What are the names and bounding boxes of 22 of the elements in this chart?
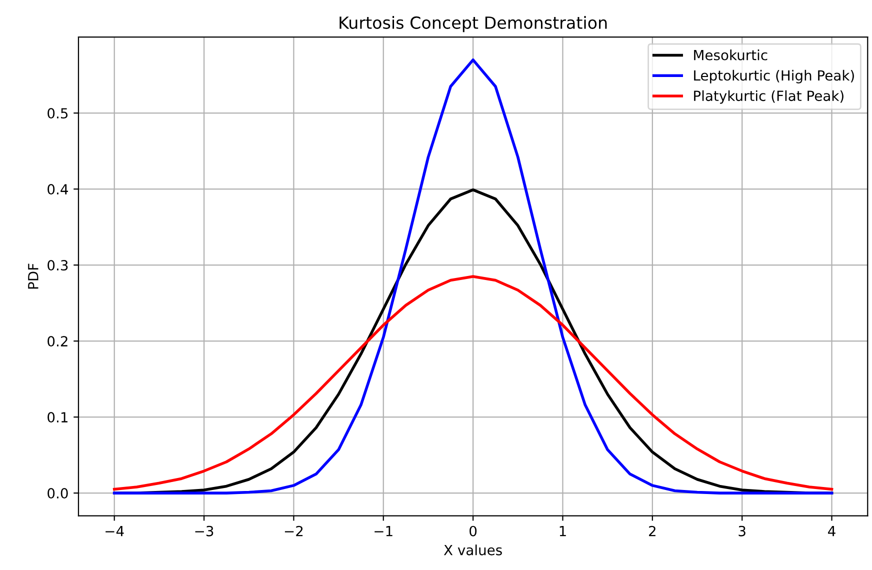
- legend-label: Platykurtic (Flat Peak): [694, 90, 844, 104]
- y-tick-label: 0.4: [48, 184, 68, 195]
- x-tick-label: −4: [106, 526, 124, 536]
- legend-label: Mesokurtic: [694, 50, 768, 60]
- x-tick-label: 1: [560, 526, 566, 536]
- y-tick-label: 0.2: [48, 336, 68, 347]
- x-tick-label: 0: [470, 526, 477, 536]
- x-tick-label: 2: [649, 526, 656, 536]
- y-tick-label: 0.3: [48, 260, 68, 271]
- x-tick-label: −2: [284, 526, 303, 536]
- legend-label: Leptokurtic (High Peak): [694, 70, 854, 84]
- x-tick-label: −3: [195, 526, 214, 536]
- chart-title: Kurtosis Concept Demonstration: [340, 16, 607, 32]
- y-tick-label: 0.1: [48, 412, 68, 423]
- x-tick-label: −1: [374, 526, 392, 536]
- x-tick-label: 4: [828, 526, 836, 536]
- y-tick-label: 0.5: [48, 108, 68, 119]
- x-axis-title: X values: [444, 544, 502, 556]
- y-tick-label: 0.0: [48, 488, 68, 499]
- y-axis-title: PDF: [28, 264, 38, 289]
- x-tick-label: 3: [738, 526, 746, 536]
- line-series: [112, 275, 834, 491]
